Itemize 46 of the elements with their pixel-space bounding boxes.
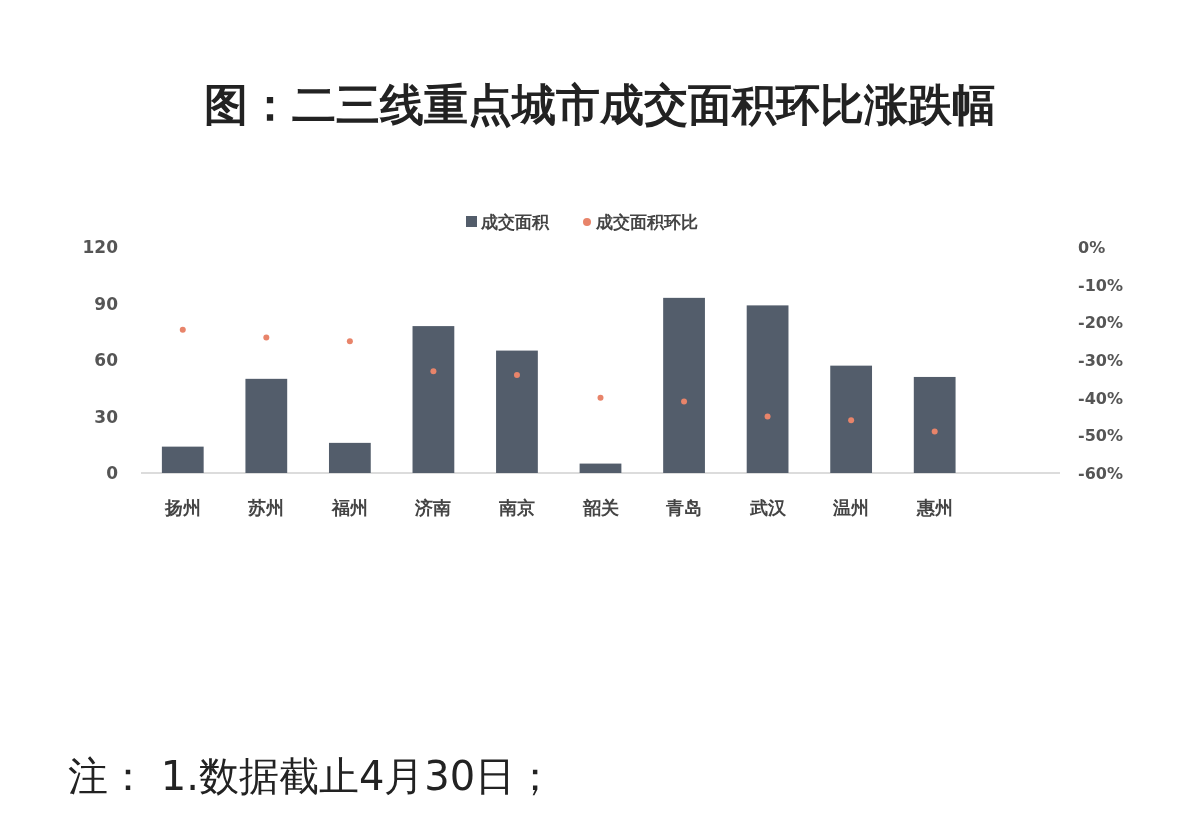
y2-tick-label: -40%: [1078, 388, 1123, 408]
point: [681, 398, 688, 405]
y-tick-label: 120: [82, 237, 119, 257]
point: [848, 417, 855, 424]
bar: [579, 463, 622, 473]
point: [597, 394, 604, 401]
y2-tick-label: 0%: [1078, 238, 1106, 257]
y-tick-label: 90: [94, 293, 119, 314]
point: [513, 372, 520, 379]
x-tick-label: 南京: [497, 497, 535, 518]
x-tick-label: 济南: [414, 497, 452, 518]
x-tick-label: 青岛: [665, 497, 703, 518]
bar: [161, 446, 204, 473]
y2-tick-label: -30%: [1078, 351, 1123, 370]
chart-title: 图：二三线重点城市成交面积环比涨跌幅: [204, 79, 996, 130]
x-tick-label: 韶关: [581, 497, 619, 518]
bar: [328, 442, 371, 473]
x-tick-label: 苏州: [247, 497, 285, 518]
point: [764, 413, 771, 420]
y-tick-label: 0: [106, 463, 119, 483]
x-tick-label: 扬州: [163, 497, 201, 518]
text: 注： 1.数据截止4月30日；: [68, 753, 556, 799]
bar: [496, 350, 538, 473]
bar: [245, 378, 288, 473]
point: [430, 368, 437, 375]
legend-label: 成交面积: [480, 212, 550, 232]
y2-tick-label: -20%: [1078, 313, 1123, 333]
x-tick-label: 温州: [832, 497, 870, 518]
point: [346, 338, 353, 345]
bar: [746, 305, 789, 473]
y2-tick-label: -10%: [1078, 275, 1123, 295]
bar: [830, 365, 873, 473]
y-tick-label: 30: [94, 406, 119, 427]
point: [179, 326, 186, 333]
x-tick-label: 武汉: [748, 497, 787, 518]
y2-tick-label: -60%: [1078, 464, 1123, 483]
point: [263, 334, 270, 341]
point: [931, 428, 938, 435]
bar: [663, 297, 705, 473]
x-tick-label: 惠州: [915, 497, 953, 518]
y2-tick-label: -50%: [1078, 426, 1123, 446]
bar: [412, 326, 455, 473]
x-tick-label: 福州: [330, 497, 368, 518]
y-tick-label: 60: [94, 350, 119, 370]
bar: [913, 376, 956, 473]
legend-label: 成交面积环比: [595, 212, 698, 232]
